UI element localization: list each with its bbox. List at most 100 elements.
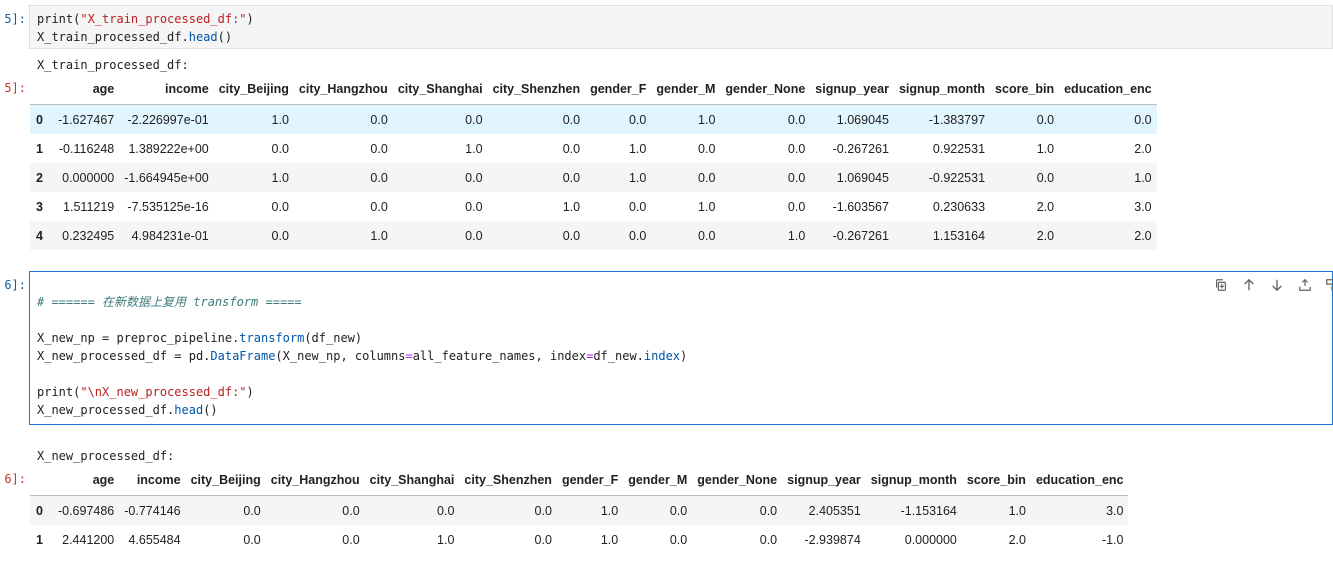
table-cell: 1.069045 — [836, 170, 889, 185]
row-index: 1 — [36, 532, 43, 547]
table-cell: 1.0 — [437, 532, 455, 547]
code-string: "X_train_processed_df:" — [80, 12, 247, 26]
table-cell: 0.0 — [628, 228, 647, 243]
cell-6-input-prompt: 6]: — [4, 278, 26, 292]
code-token: all_feature_names, index — [412, 349, 587, 363]
row-index: 4 — [36, 228, 43, 243]
code-token: () — [203, 403, 218, 417]
code-function: DataFrame — [210, 349, 276, 363]
cell-5-input-prompt: 5]: — [4, 12, 26, 26]
dataframe-new-table: age income city_Beijing city_Hangzhou city_S… — [30, 465, 1129, 554]
table-cell: -1.0 — [1101, 532, 1124, 547]
code-token: ) — [246, 12, 254, 26]
column-header: city_Shenzhen — [459, 465, 557, 496]
table-cell: 4.984231e-01 — [131, 228, 209, 243]
table-cell: 0.0 — [437, 503, 455, 518]
table-cell: 2.0 — [1008, 532, 1026, 547]
duplicate-icon[interactable] — [1213, 277, 1229, 293]
column-header: gender_F — [556, 465, 624, 496]
row-index: 0 — [36, 503, 43, 518]
column-header: education_enc — [1059, 74, 1157, 105]
table-cell: 0.0 — [342, 503, 360, 518]
table-cell: 1.389222e+00 — [128, 141, 209, 156]
table-cell: 1.0 — [370, 228, 388, 243]
cell-5-stdout: X_train_processed_df: — [37, 58, 189, 72]
table-cell: 0.0 — [465, 228, 483, 243]
code-token: df_new. — [593, 349, 644, 363]
table-cell: 0.0 — [243, 532, 261, 547]
table-cell: 2.0 — [1036, 228, 1055, 243]
table-cell: -0.697486 — [57, 503, 115, 518]
insert-above-icon[interactable] — [1297, 277, 1313, 293]
table-cell: 1.0 — [600, 503, 619, 518]
table-cell: 1.0 — [698, 199, 716, 214]
column-header: city_Shanghai — [364, 465, 460, 496]
table-cell: 1.0 — [1036, 141, 1055, 156]
column-header: signup_month — [893, 74, 991, 105]
code-token: ) — [680, 349, 688, 363]
cell-6-code-editor[interactable]: # ====== 在新数据上复用 transform ===== X_new_n… — [29, 271, 1333, 425]
table-cell: 0.0 — [1036, 170, 1055, 185]
cell-5-code-editor[interactable]: print("X_train_processed_df:") X_train_p… — [29, 5, 1333, 49]
column-header — [30, 465, 53, 496]
table-cell: 1.0 — [1134, 170, 1152, 185]
move-up-icon[interactable] — [1241, 277, 1257, 293]
table-cell: 0.000000 — [904, 532, 957, 547]
table-cell: -2.939874 — [804, 532, 861, 547]
table-cell: 0.230633 — [932, 199, 986, 214]
table-cell: -1.627467 — [57, 112, 115, 127]
table-cell: 1.0 — [628, 141, 647, 156]
code-token: X_new_processed_df = pd. — [37, 349, 211, 363]
row-index: 3 — [36, 199, 43, 214]
code-token: X_new_np = preproc_pipeline. — [37, 331, 240, 345]
code-token: ) — [246, 385, 254, 399]
column-header: gender_M — [623, 465, 693, 496]
table-cell: 3.0 — [1134, 199, 1152, 214]
code-token: (X_new_np, columns — [275, 349, 406, 363]
code-token: print( — [37, 385, 81, 399]
row-index: 1 — [36, 141, 43, 156]
column-header: gender_None — [692, 465, 783, 496]
insert-below-icon[interactable] — [1325, 277, 1333, 293]
table-row: 1 -0.116248 1.389222e+00 0.0 0.0 1.0 0.0 1.0 0.0… — [30, 134, 1157, 163]
code-token: print( — [37, 12, 81, 26]
table-cell: 0.0 — [698, 228, 716, 243]
code-operator: = — [586, 349, 594, 363]
column-header: city_Beijing — [185, 465, 266, 496]
table-cell: 1.0 — [787, 228, 806, 243]
table-row: 3 1.511219 -7.535125e-16 0.0 0.0 0.0 1.0 0.0 1.0… — [30, 192, 1157, 221]
table-cell: 1.0 — [271, 112, 289, 127]
table-cell: 1.0 — [271, 170, 289, 185]
table-cell: -0.267261 — [832, 228, 889, 243]
table-cell: 0.0 — [534, 503, 552, 518]
table-header-row: age income city_Beijing city_Hangzhou city_S… — [30, 74, 1157, 105]
table-cell: -2.226997e-01 — [127, 112, 209, 127]
column-header: score_bin — [961, 465, 1031, 496]
column-header: score_bin — [990, 74, 1060, 105]
table-cell: 3.0 — [1106, 503, 1124, 518]
table-cell: 1.0 — [628, 170, 647, 185]
table-cell: 0.0 — [628, 199, 647, 214]
code-operator: = — [405, 349, 413, 363]
code-token: X_train_processed_df. — [37, 30, 189, 44]
table-cell: 2.405351 — [808, 503, 861, 518]
table-cell: 0.0 — [787, 112, 806, 127]
table-cell: 0.0 — [759, 503, 778, 518]
column-header: age — [52, 465, 120, 496]
table-cell: 0.0 — [370, 112, 388, 127]
table-cell: 2.441200 — [62, 532, 115, 547]
table-cell: -1.664945e+00 — [124, 170, 209, 185]
code-attribute: index — [643, 349, 681, 363]
table-cell: 0.0 — [562, 170, 581, 185]
code-token: (df_new) — [304, 331, 363, 345]
column-header: gender_F — [585, 74, 652, 105]
table-cell: -0.774146 — [124, 503, 181, 518]
move-down-icon[interactable] — [1269, 277, 1285, 293]
table-cell: 0.0 — [342, 532, 360, 547]
table-cell: -1.603567 — [832, 199, 889, 214]
table-cell: 0.0 — [759, 532, 778, 547]
table-cell: 0.922531 — [932, 141, 986, 156]
cell-6-stdout: X_new_processed_df: — [37, 449, 175, 463]
table-cell: 0.0 — [271, 228, 289, 243]
table-cell: 0.000000 — [62, 170, 115, 185]
